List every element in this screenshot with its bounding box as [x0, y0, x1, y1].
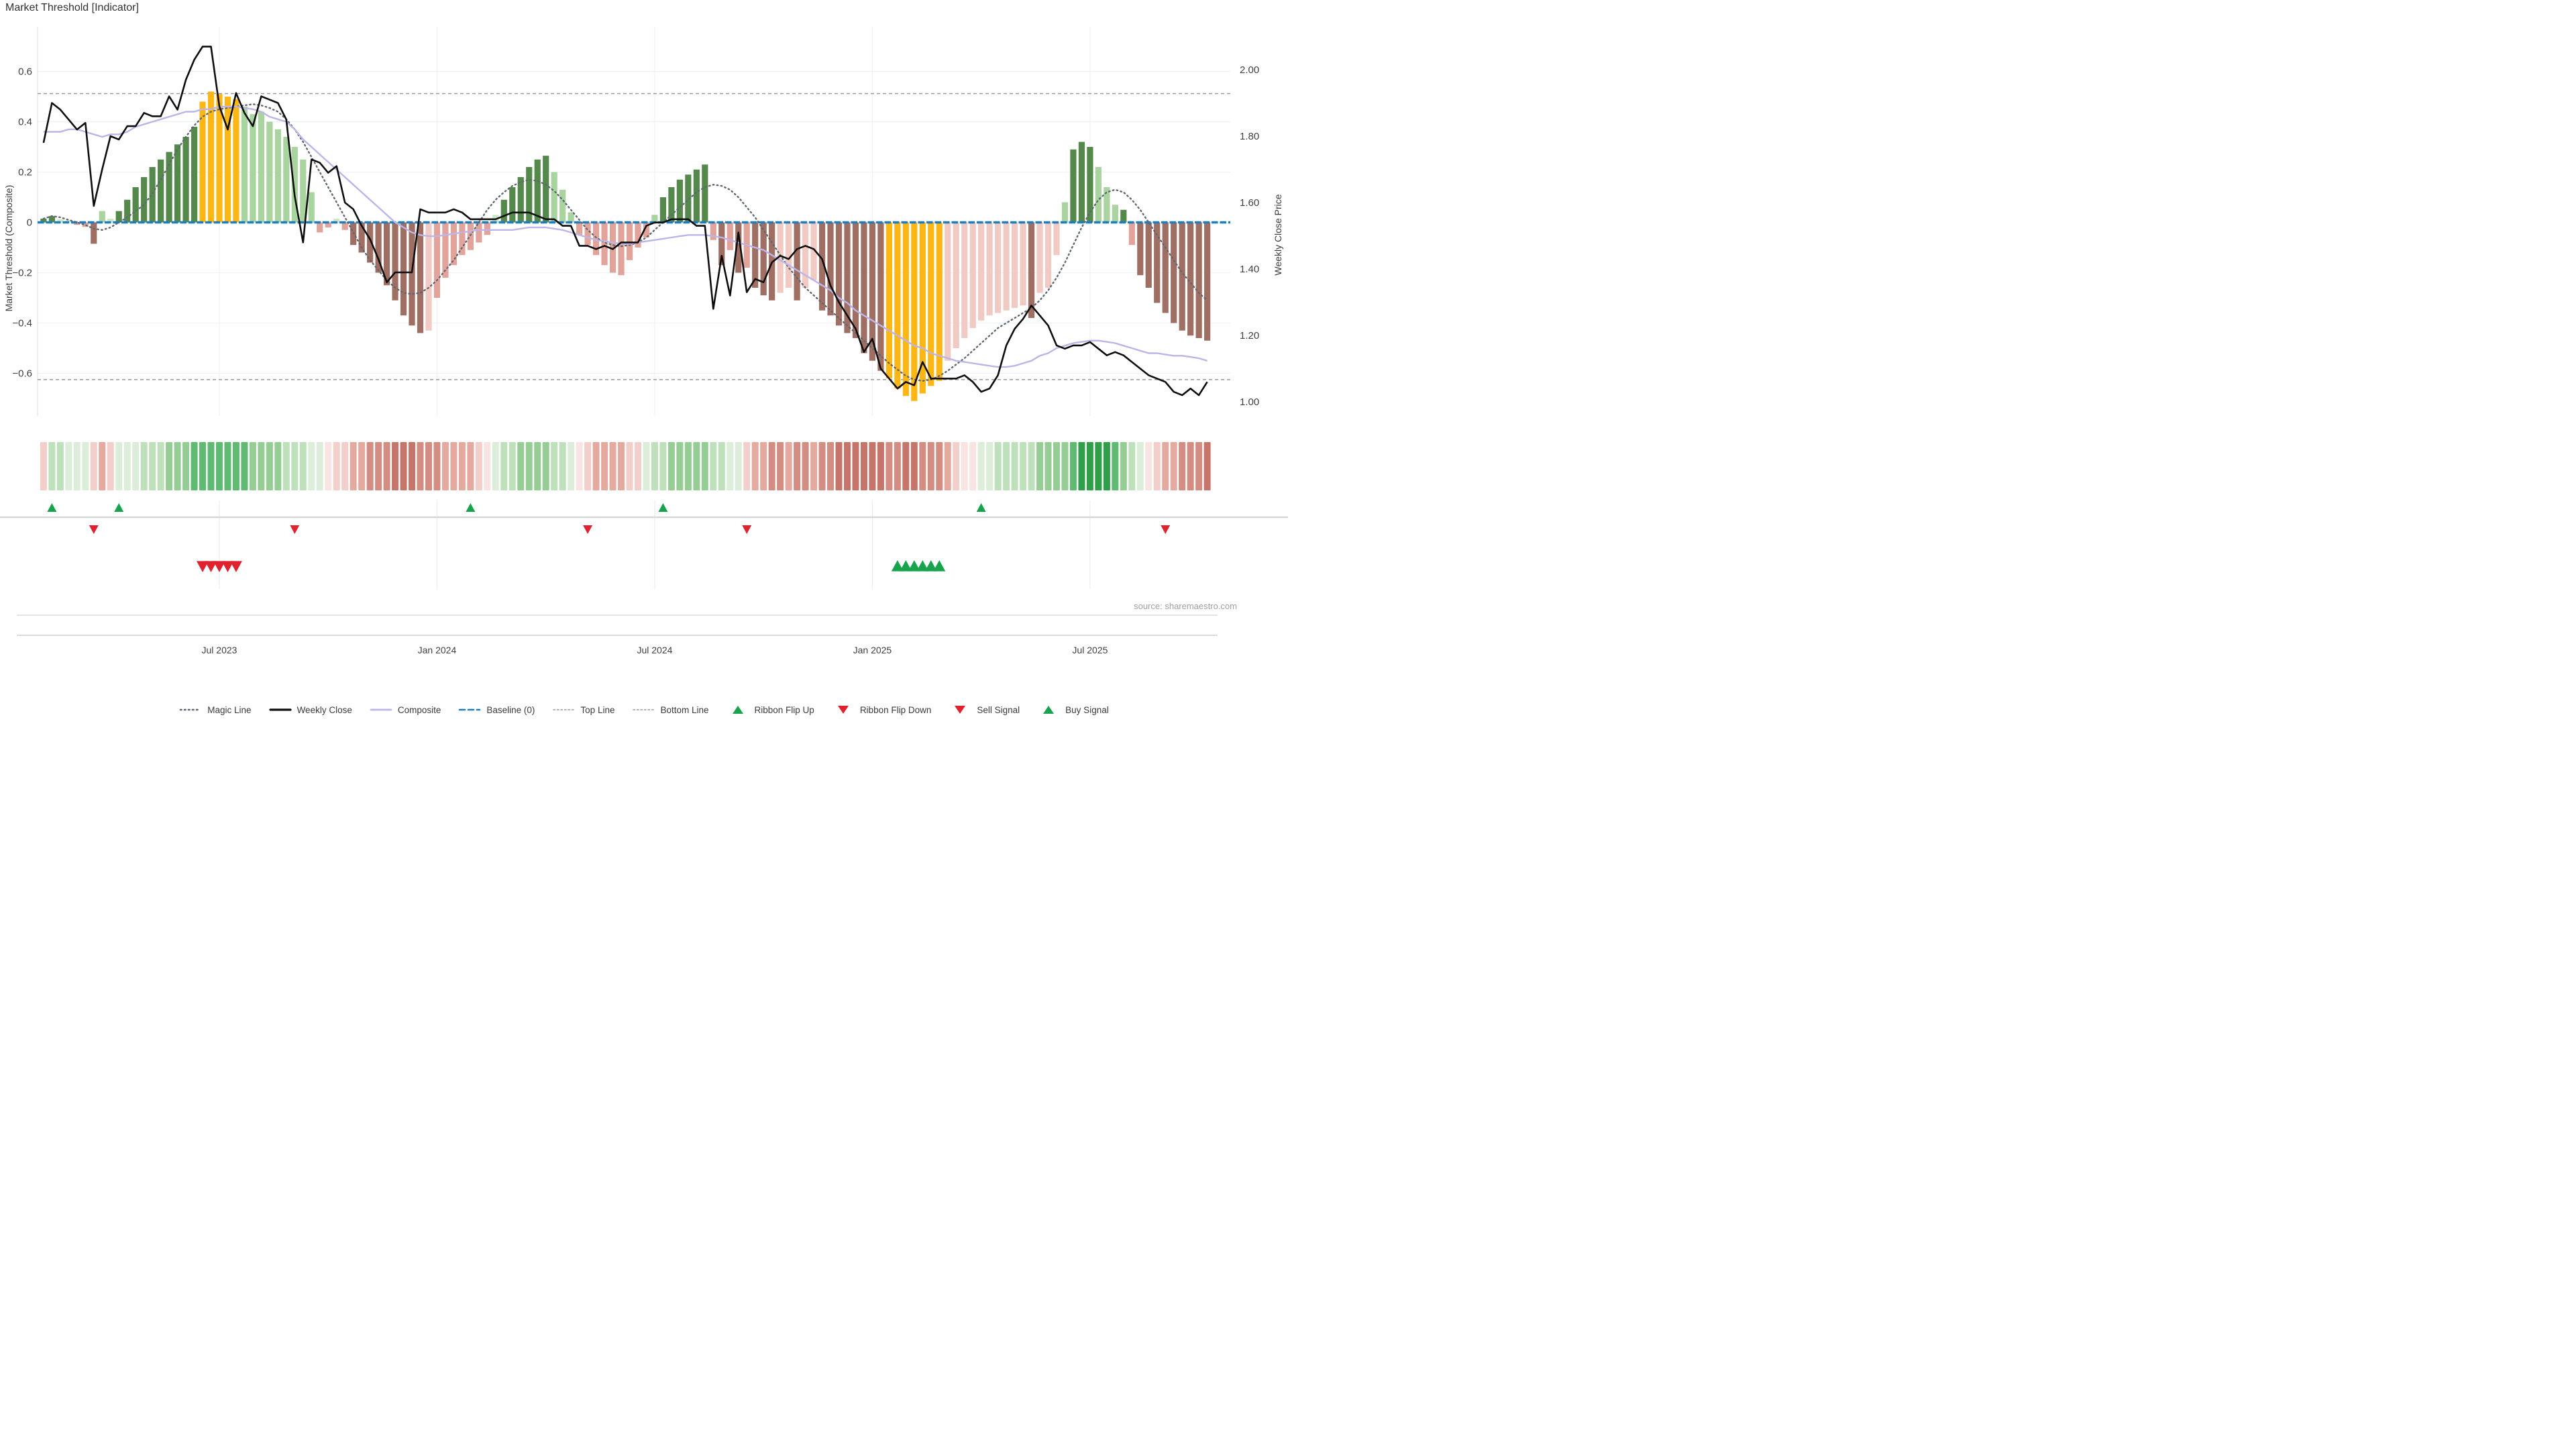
legend-item: Baseline (0): [458, 704, 535, 715]
buy-signal-icon: [891, 560, 904, 572]
ribbon-flip-down-icon: [290, 525, 300, 534]
weekly-close-line: [42, 46, 1208, 396]
left-tick-label: −0.6: [12, 368, 32, 380]
sell-signal-markers: [197, 561, 242, 572]
left-tick-label: 0.4: [18, 117, 32, 128]
right-tick-label: 1.00: [1240, 396, 1259, 408]
close-swatch-icon: [268, 708, 292, 711]
right-tick-label: 1.60: [1240, 197, 1259, 209]
legend-item-label: Ribbon Flip Up: [754, 704, 814, 715]
legend-item-label: Composite: [397, 704, 441, 715]
legend-item-label: Bottom Line: [660, 704, 709, 715]
tri-down-swatch-icon: [837, 706, 849, 714]
ribbon-flip-down-icon: [1161, 525, 1171, 534]
ribbon-strip: [40, 442, 1211, 490]
sell-signal-icon: [197, 561, 209, 572]
legend-item: Buy Signal: [1037, 704, 1109, 715]
legend-item-label: Sell Signal: [977, 704, 1020, 715]
magic-swatch-icon: [179, 708, 202, 711]
composite-line: [43, 105, 1208, 368]
indicator-chart-svg: 0.6 0.4 0.2 0 −0.2 −0.4 −0.6 2.00 1.80 1.60 1.40 1.…: [0, 27, 1288, 655]
ribbon-flip-up-icon: [466, 503, 476, 512]
composite-swatch-icon: [370, 708, 392, 711]
sell-signal-icon: [205, 561, 217, 572]
threshold-bars: [40, 91, 1211, 401]
ribbon-flip-up-icon: [47, 503, 57, 512]
legend-item: Sell Signal: [949, 704, 1020, 715]
legend-item: Ribbon Flip Down: [832, 704, 932, 715]
ribbon-flip-up-markers: [47, 503, 986, 512]
legend-item: Weekly Close: [268, 704, 352, 715]
x-tick-label: Jan 2025: [853, 645, 892, 655]
right-tick-label: 1.80: [1240, 131, 1259, 142]
right-tick-label: 1.40: [1240, 264, 1259, 275]
left-tick-label: −0.2: [12, 268, 32, 279]
buy-signal-icon: [924, 560, 937, 572]
left-axis-label: Market Threshold (Composite): [3, 184, 14, 312]
sell-signal-icon: [229, 561, 242, 572]
left-tick-label: 0.2: [18, 167, 32, 178]
page-title: Market Threshold [Indicator]: [5, 2, 139, 13]
chart-area: 0.6 0.4 0.2 0 −0.2 −0.4 −0.6 2.00 1.80 1.60 1.40 1.…: [0, 0, 1288, 701]
buy-signal-icon: [933, 560, 946, 572]
legend-item-label: Ribbon Flip Down: [859, 704, 932, 715]
tri-up-swatch-icon: [1043, 706, 1055, 714]
axis-ticks: 0.6 0.4 0.2 0 −0.2 −0.4 −0.6 2.00 1.80 1.60 1.40 1.…: [12, 64, 1259, 655]
buy-signal-markers: [891, 560, 946, 572]
buy-signal-icon: [900, 560, 912, 572]
legend-item: Ribbon Flip Up: [727, 704, 814, 715]
x-tick-label: Jul 2024: [637, 645, 672, 655]
legend-item: Top Line: [552, 704, 614, 715]
legend-item: Composite: [370, 704, 441, 715]
buy-signal-icon: [908, 560, 920, 572]
ribbon-flip-down-icon: [583, 525, 593, 534]
sell-signal-icon: [213, 561, 225, 572]
ribbon-flip-down-icon: [89, 525, 99, 534]
sell-signal-icon: [221, 561, 234, 572]
right-tick-label: 1.20: [1240, 330, 1259, 341]
legend-item-label: Baseline (0): [486, 704, 535, 715]
tri-down-swatch-icon: [955, 706, 966, 714]
x-tick-label: Jul 2023: [202, 645, 237, 655]
baseline-swatch-icon: [459, 708, 481, 711]
source-note: source: sharemaestro.com: [1134, 601, 1237, 611]
legend-item: Bottom Line: [632, 704, 709, 715]
chart-legend: Magic Line Weekly Close Composite Baseline …: [0, 704, 1288, 715]
left-tick-label: 0.6: [18, 66, 32, 78]
ribbon-flip-up-icon: [114, 503, 124, 512]
legend-item-label: Magic Line: [207, 704, 252, 715]
ribbon-flip-down-markers: [89, 525, 1171, 534]
x-tick-label: Jan 2024: [418, 645, 457, 655]
right-tick-label: 2.00: [1240, 64, 1259, 76]
legend-item-label: Weekly Close: [297, 704, 352, 715]
ribbon-flip-down-icon: [742, 525, 752, 534]
dotted-swatch-icon: [553, 709, 575, 710]
legend-item-label: Top Line: [580, 704, 615, 715]
legend-item-label: Buy Signal: [1065, 704, 1109, 715]
ribbon-flip-up-icon: [658, 503, 668, 512]
legend-item: Magic Line: [179, 704, 252, 715]
buy-signal-icon: [916, 560, 929, 572]
tri-up-swatch-icon: [732, 706, 743, 714]
dotted-swatch-icon: [633, 709, 655, 710]
left-tick-label: −0.4: [12, 318, 32, 329]
left-tick-label: 0: [27, 217, 32, 229]
x-tick-label: Jul 2025: [1072, 645, 1108, 655]
right-axis-label: Weekly Close Price: [1273, 194, 1283, 276]
ribbon-flip-up-icon: [976, 503, 986, 512]
